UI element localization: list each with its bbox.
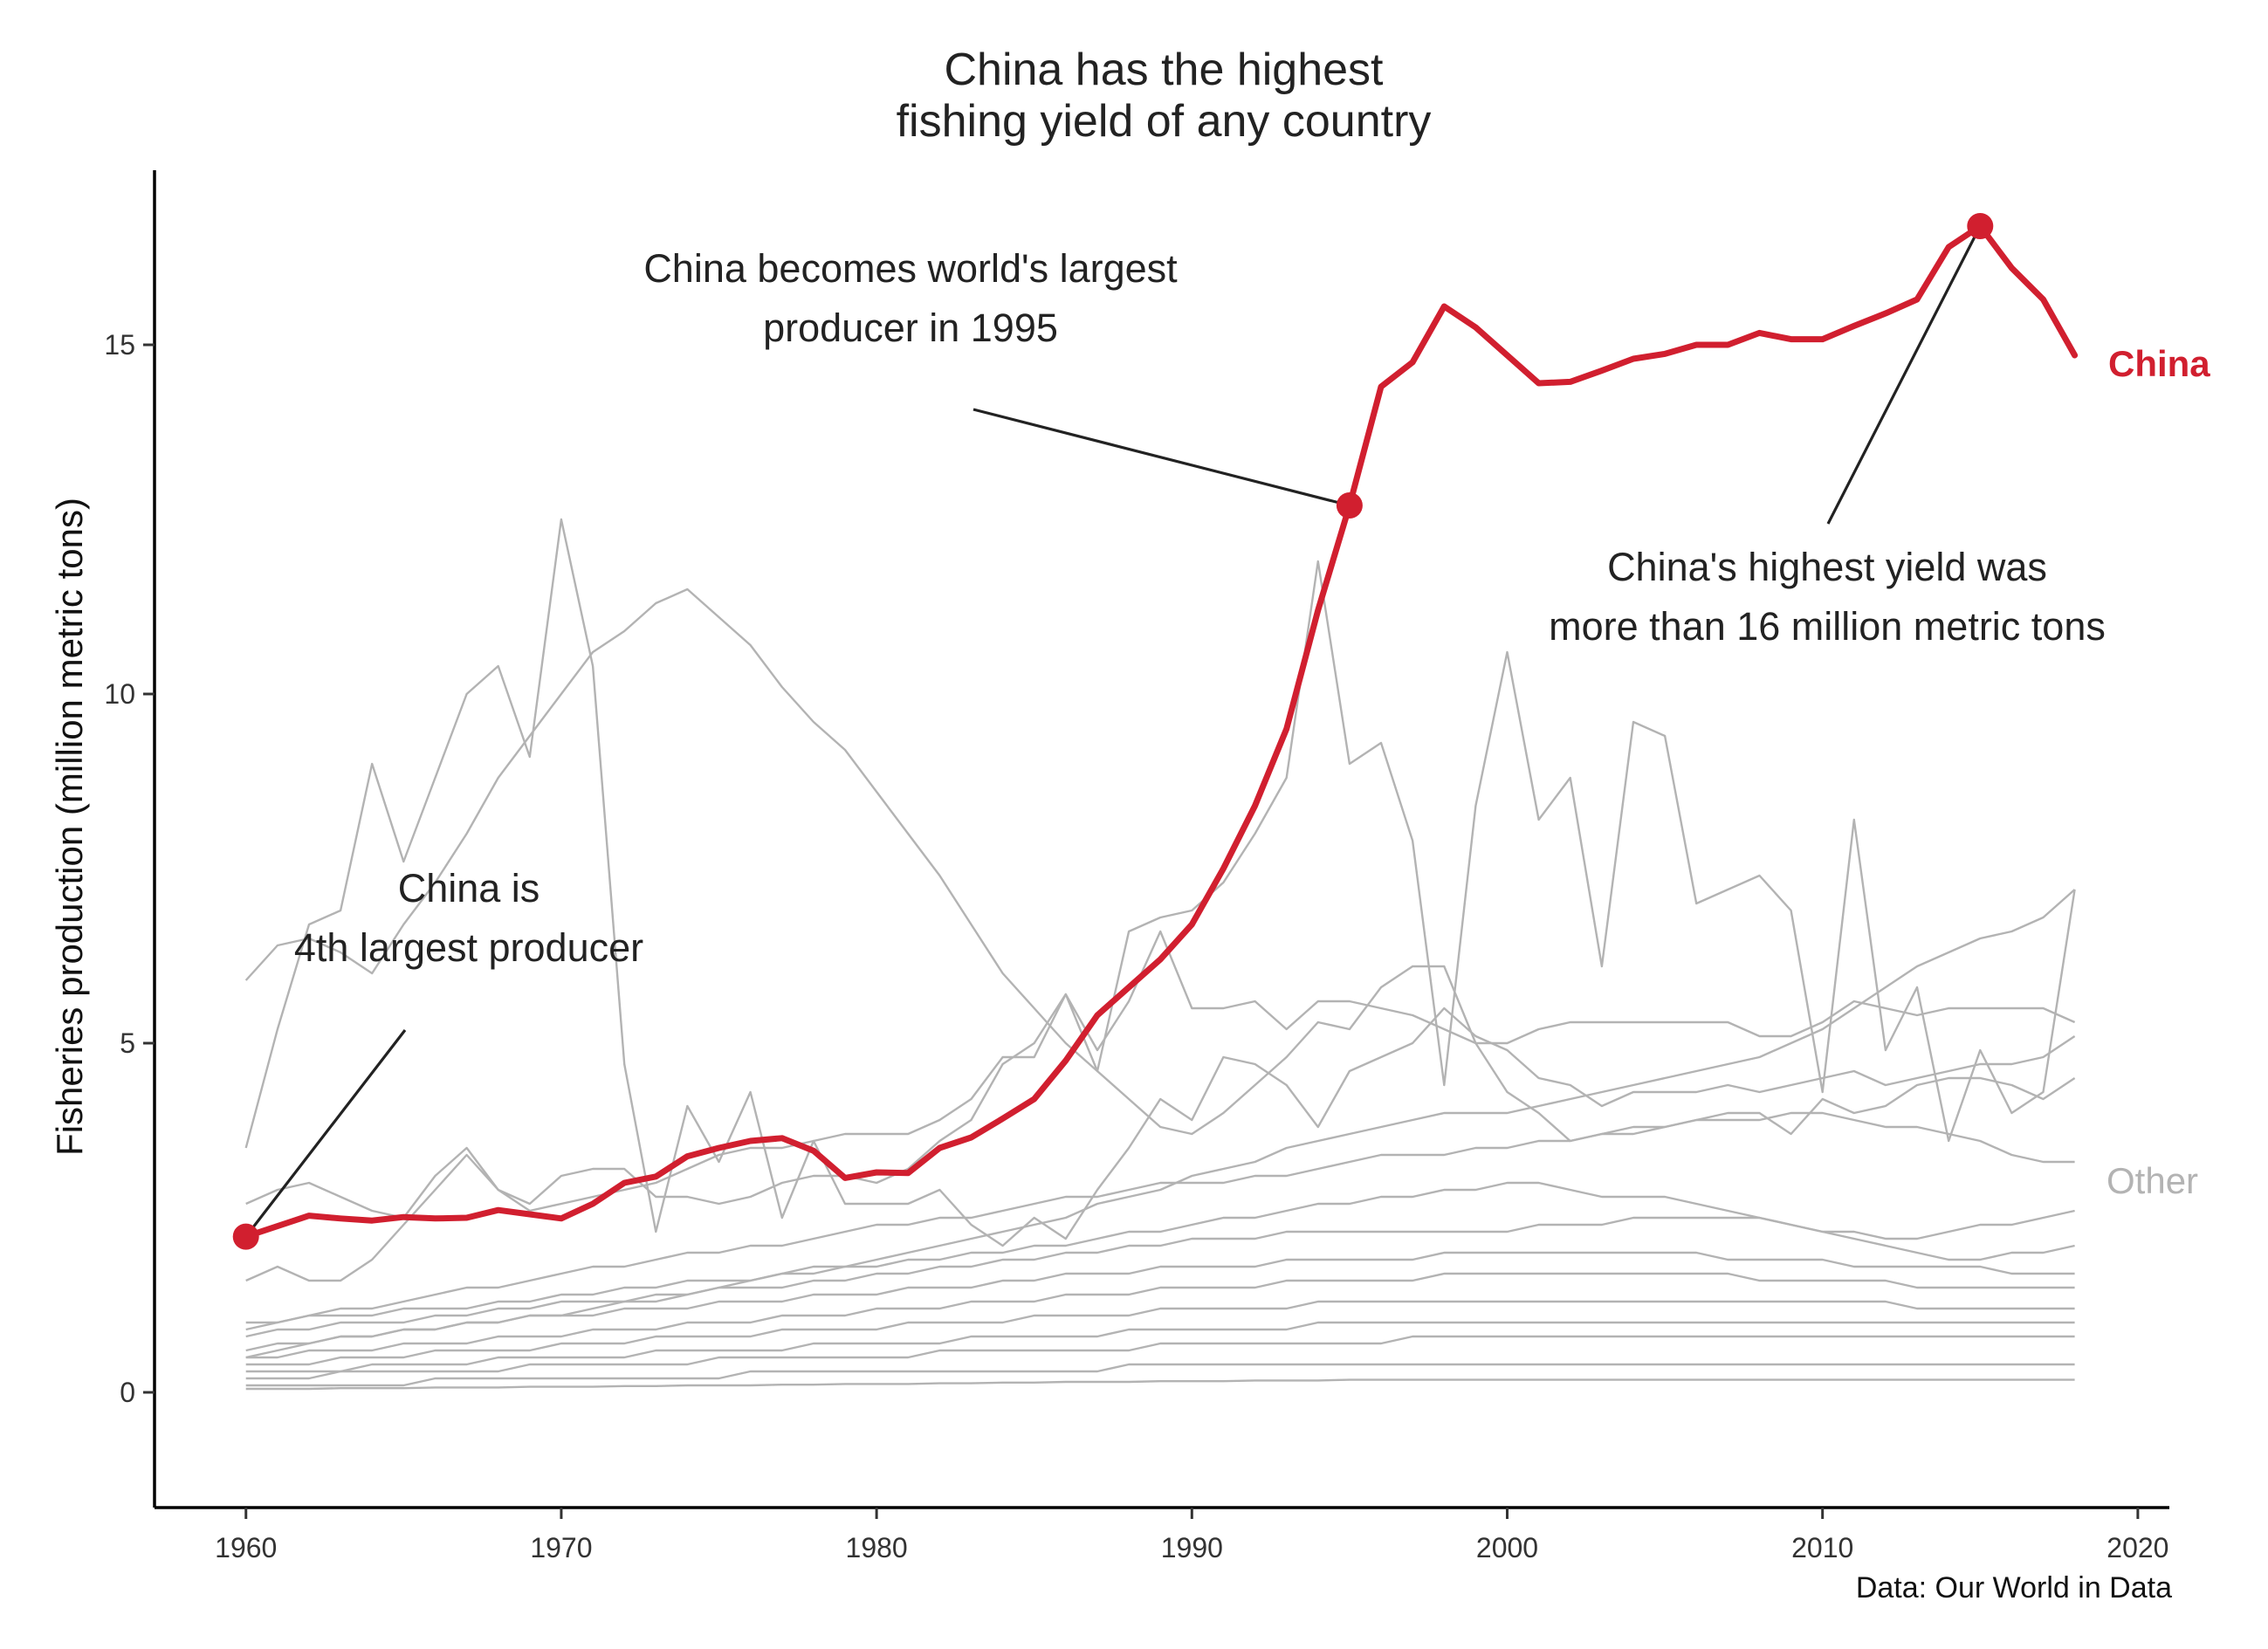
- axes-group: [153, 170, 2169, 1509]
- y-axis-title: Fisheries production (million metric ton…: [49, 498, 90, 1156]
- x-tick-label: 1970: [530, 1532, 592, 1563]
- other-country-line: [245, 1272, 2075, 1359]
- china-line: [243, 223, 2079, 1240]
- annotation-2-line-1: China becomes world's largest: [643, 246, 1178, 291]
- annotation-1-line-2: 4th largest producer: [294, 925, 643, 970]
- chart-title: China has the highest fishing yield of a…: [897, 45, 1432, 147]
- x-tick-label: 2000: [1476, 1532, 1538, 1563]
- other-country-line: [245, 560, 2076, 1220]
- other-country-line: [245, 1335, 2075, 1380]
- annotation-leader-line: [972, 408, 1350, 507]
- other-series-group: [244, 518, 2076, 1391]
- china-series-label: China: [2108, 343, 2210, 384]
- y-tick-label: 10: [104, 678, 135, 710]
- annotation-2-line-2: producer in 1995: [763, 306, 1058, 350]
- chart-title-line-2: fishing yield of any country: [897, 96, 1432, 147]
- other-country-line: [245, 1216, 2075, 1338]
- chart-title-line-1: China has the highest: [944, 45, 1384, 95]
- other-country-line: [245, 930, 2076, 1282]
- x-axis-ticks: 1960 1970 1980 1990 2000 2010 2020: [215, 1508, 2168, 1563]
- x-tick-label: 1980: [846, 1532, 908, 1563]
- annotation-3-line-2: more than 16 million metric tons: [1549, 604, 2106, 649]
- other-country-line: [245, 1378, 2075, 1391]
- y-tick-label: 0: [120, 1377, 135, 1408]
- annotation-leader-group: [244, 225, 1982, 1238]
- annotation-leader-line: [1826, 225, 1982, 525]
- china-series-group: [243, 223, 2079, 1240]
- other-country-line: [245, 1363, 2075, 1387]
- x-tick-label: 1960: [215, 1532, 277, 1563]
- y-tick-label: 15: [104, 329, 135, 361]
- other-country-line: [244, 518, 2076, 1247]
- other-country-line: [245, 1111, 2075, 1331]
- annotation-1-line-1: China is: [398, 866, 540, 910]
- other-country-line: [245, 1251, 2075, 1352]
- other-series-label: Other: [2106, 1160, 2198, 1201]
- highlight-point: [1336, 492, 1363, 519]
- x-tick-label: 2010: [1791, 1532, 1853, 1563]
- other-country-line: [245, 1300, 2075, 1366]
- x-tick-label: 1990: [1161, 1532, 1223, 1563]
- highlight-point: [232, 1223, 259, 1250]
- x-tick-label: 2020: [2106, 1532, 2168, 1563]
- highlight-point: [1967, 213, 1994, 239]
- other-country-line: [244, 587, 2076, 1143]
- other-country-line: [245, 1321, 2075, 1373]
- y-tick-label: 5: [120, 1027, 135, 1059]
- annotation-leader-line: [244, 1029, 407, 1238]
- annotation-3-line-1: China's highest yield was: [1607, 545, 2047, 589]
- highlight-point-group: [232, 213, 1994, 1250]
- data-source-caption: Data: Our World in Data: [1856, 1571, 2172, 1604]
- y-axis-ticks: 0 5 10 15: [104, 329, 155, 1408]
- annotations-group: China is 4th largest producer China beco…: [294, 246, 2106, 970]
